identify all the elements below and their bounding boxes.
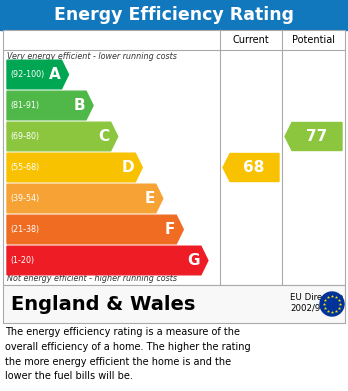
Text: (1-20): (1-20) bbox=[10, 256, 34, 265]
Bar bbox=[3, 285, 345, 323]
Text: Very energy efficient - lower running costs: Very energy efficient - lower running co… bbox=[7, 52, 177, 61]
Text: (69-80): (69-80) bbox=[10, 132, 39, 141]
Text: G: G bbox=[188, 253, 200, 268]
Text: (92-100): (92-100) bbox=[10, 70, 44, 79]
Text: C: C bbox=[98, 129, 110, 144]
Text: Not energy efficient - higher running costs: Not energy efficient - higher running co… bbox=[7, 274, 177, 283]
Polygon shape bbox=[7, 184, 163, 213]
Text: (55-68): (55-68) bbox=[10, 163, 39, 172]
Text: (81-91): (81-91) bbox=[10, 101, 39, 110]
Polygon shape bbox=[7, 91, 93, 120]
Polygon shape bbox=[7, 153, 142, 182]
Text: 77: 77 bbox=[306, 129, 327, 144]
Text: Current: Current bbox=[232, 35, 269, 45]
Text: F: F bbox=[165, 222, 175, 237]
Polygon shape bbox=[7, 122, 118, 151]
Text: (21-38): (21-38) bbox=[10, 225, 39, 234]
Polygon shape bbox=[7, 246, 208, 275]
Bar bbox=[0, 0, 348, 30]
Polygon shape bbox=[7, 60, 69, 89]
Text: Energy Efficiency Rating: Energy Efficiency Rating bbox=[54, 6, 294, 24]
Text: England & Wales: England & Wales bbox=[11, 294, 195, 314]
Text: A: A bbox=[49, 67, 61, 82]
Text: (39-54): (39-54) bbox=[10, 194, 39, 203]
Text: The energy efficiency rating is a measure of the
overall efficiency of a home. T: The energy efficiency rating is a measur… bbox=[5, 327, 251, 381]
Text: EU Directive
2002/91/EC: EU Directive 2002/91/EC bbox=[290, 293, 343, 313]
Polygon shape bbox=[7, 215, 183, 244]
Text: B: B bbox=[73, 98, 85, 113]
Circle shape bbox=[320, 292, 344, 316]
Text: 68: 68 bbox=[243, 160, 265, 175]
Polygon shape bbox=[285, 122, 342, 151]
Text: E: E bbox=[144, 191, 155, 206]
Polygon shape bbox=[223, 154, 279, 181]
Text: D: D bbox=[122, 160, 134, 175]
Bar bbox=[3, 30, 345, 285]
Text: Potential: Potential bbox=[292, 35, 335, 45]
